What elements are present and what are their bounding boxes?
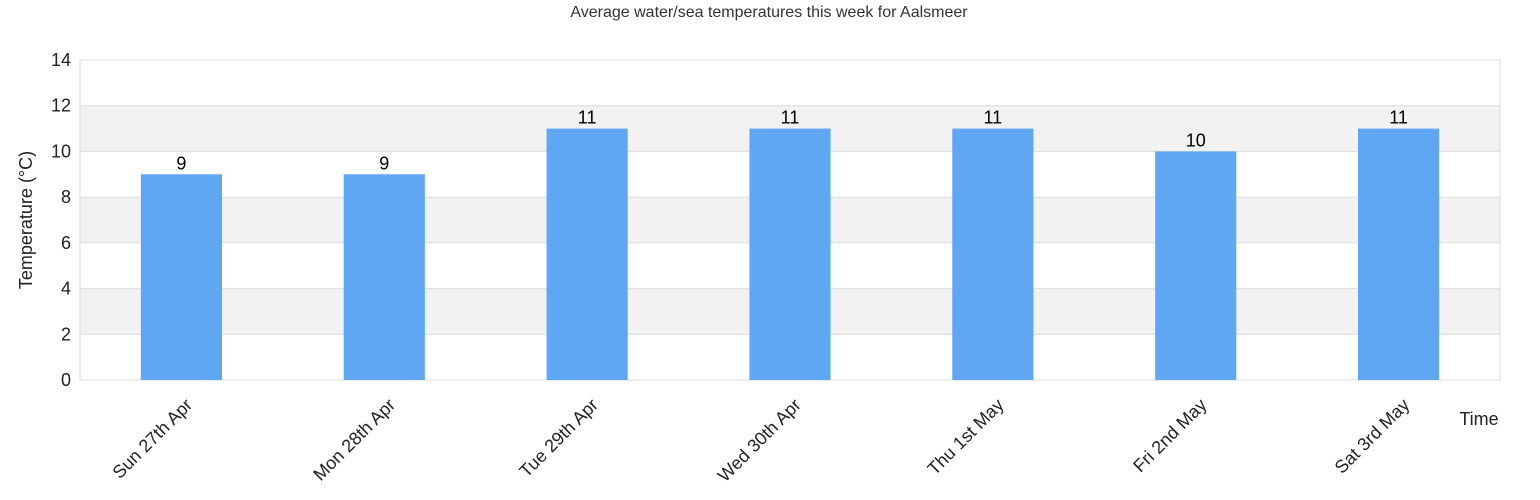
x-tick-label: Tue 29th Apr <box>515 395 602 482</box>
bar <box>749 128 831 380</box>
y-tick-label: 0 <box>61 370 71 390</box>
bars <box>140 128 1440 380</box>
bar-value-label: 9 <box>379 153 389 173</box>
chart-title: Average water/sea temperatures this week… <box>570 4 968 21</box>
value-labels: 9 9 11 11 11 10 11 <box>176 108 1407 174</box>
y-axis-title: Temperature (°C) <box>16 151 36 289</box>
bar <box>1155 151 1237 380</box>
bar <box>546 128 628 380</box>
x-axis-title: Time <box>1459 409 1498 429</box>
x-tick-label: Sun 27th Apr <box>109 395 197 483</box>
bar-value-label: 11 <box>1389 108 1408 128</box>
x-axis-ticks: Sun 27th Apr Mon 28th Apr Tue 29th Apr Wed … <box>109 395 1414 486</box>
y-tick-label: 8 <box>61 187 71 207</box>
x-tick-label: Wed 30th Apr <box>714 395 805 486</box>
bar <box>952 128 1034 380</box>
x-tick-label: Sat 3rd May <box>1331 395 1414 478</box>
y-tick-label: 12 <box>51 96 71 116</box>
y-tick-label: 14 <box>51 50 71 70</box>
y-axis-ticks: 0 2 4 6 8 10 12 14 <box>51 50 71 390</box>
y-tick-label: 2 <box>61 324 71 344</box>
y-tick-label: 6 <box>61 233 71 253</box>
x-tick-label: Mon 28th Apr <box>309 395 399 485</box>
bar-value-label: 11 <box>984 108 1003 128</box>
plot-area: 9 9 11 11 11 10 11 <box>79 59 1501 381</box>
y-tick-label: 4 <box>61 279 71 299</box>
bar-value-label: 10 <box>1186 130 1206 150</box>
bar-value-label: 11 <box>578 108 597 128</box>
x-tick-label: Fri 2nd May <box>1129 395 1210 476</box>
bar <box>140 174 222 380</box>
y-tick-label: 10 <box>51 141 71 161</box>
bar-value-label: 9 <box>176 153 186 173</box>
x-tick-label: Thu 1st May <box>924 395 1008 479</box>
bar <box>1358 128 1440 380</box>
bar-value-label: 11 <box>781 108 800 128</box>
bar <box>343 174 425 380</box>
